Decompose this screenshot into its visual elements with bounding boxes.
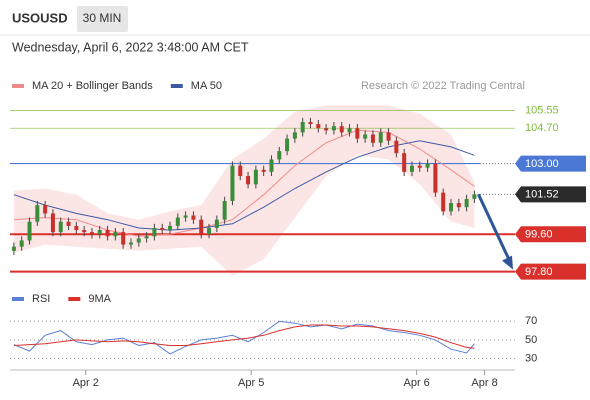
legend-label: 9MA bbox=[88, 293, 111, 305]
candle-body bbox=[433, 163, 438, 193]
candle-body bbox=[199, 219, 204, 235]
candle-body bbox=[19, 240, 24, 247]
candle-body bbox=[292, 132, 297, 139]
candle-body bbox=[253, 169, 258, 185]
candle-body bbox=[222, 200, 227, 220]
legend-label: MA 20 + Bollinger Bands bbox=[32, 80, 153, 92]
level-label: 101.52 bbox=[525, 189, 559, 201]
candle-body bbox=[285, 138, 290, 152]
candle-body bbox=[89, 232, 94, 235]
candle-body bbox=[456, 203, 461, 208]
rsi-line bbox=[13, 324, 475, 349]
y-tick-label: 50 bbox=[525, 334, 537, 346]
candle-body bbox=[35, 205, 40, 222]
candle-body bbox=[183, 215, 188, 218]
candle-body bbox=[136, 238, 141, 243]
candle-body bbox=[425, 163, 430, 168]
y-tick-label: 30 bbox=[525, 352, 537, 364]
candle-body bbox=[113, 232, 118, 237]
candle-body bbox=[448, 203, 453, 212]
candle-body bbox=[168, 225, 173, 231]
candle-body bbox=[300, 122, 305, 133]
source: Research © 2022 Trading Central bbox=[361, 80, 525, 92]
candle-body bbox=[378, 132, 383, 143]
candle-body bbox=[191, 215, 196, 220]
level-label: 103.00 bbox=[525, 158, 559, 170]
ma-line bbox=[13, 140, 475, 231]
candle-body bbox=[261, 169, 266, 172]
legend-label: MA 50 bbox=[191, 80, 222, 92]
bollinger-band bbox=[13, 105, 475, 276]
x-tick-label: Apr 2 bbox=[73, 377, 99, 389]
candle-body bbox=[409, 165, 414, 172]
rsi-line bbox=[13, 320, 475, 355]
timeframe-button[interactable] bbox=[77, 6, 128, 32]
candle-body bbox=[238, 165, 243, 177]
level-box bbox=[515, 263, 586, 280]
x-tick-label: Apr 5 bbox=[238, 377, 264, 389]
candle-body bbox=[464, 198, 469, 208]
x-tick-label: Apr 6 bbox=[404, 377, 430, 389]
candle-body bbox=[441, 192, 446, 212]
candle-body bbox=[324, 128, 329, 131]
legend-swatch bbox=[170, 84, 183, 88]
candle-body bbox=[308, 122, 313, 125]
candle-body bbox=[128, 242, 133, 245]
candle-body bbox=[144, 236, 149, 239]
candle-body bbox=[27, 221, 32, 241]
y-tick-label: 70 bbox=[525, 315, 537, 327]
candle-body bbox=[394, 140, 399, 154]
candle-body bbox=[355, 128, 360, 139]
candle-body bbox=[246, 176, 251, 185]
x-tick-label: Apr 8 bbox=[471, 377, 497, 389]
candle-body bbox=[331, 126, 336, 131]
symbol: USOUSD bbox=[12, 10, 68, 25]
ma-line bbox=[13, 129, 475, 237]
candle-body bbox=[82, 230, 87, 233]
level-box bbox=[515, 186, 586, 203]
candle-body bbox=[152, 227, 157, 237]
date: Wednesday, April 6, 2022 3:48:00 AM CET bbox=[12, 40, 249, 54]
candle-body bbox=[66, 221, 71, 226]
candle-body bbox=[363, 134, 368, 139]
forecast-arrowhead bbox=[502, 255, 513, 270]
candle-body bbox=[230, 165, 235, 201]
candle-body bbox=[160, 227, 165, 231]
candle-body bbox=[50, 213, 55, 233]
candle-body bbox=[74, 225, 79, 231]
candle-body bbox=[339, 126, 344, 133]
candle-body bbox=[214, 219, 219, 228]
candle-body bbox=[402, 153, 407, 172]
level-label: 99.60 bbox=[525, 229, 553, 241]
candle-body bbox=[121, 232, 126, 245]
candle-body bbox=[43, 205, 48, 214]
candle-body bbox=[269, 159, 274, 172]
forecast-arrow bbox=[477, 193, 512, 263]
candle-body bbox=[207, 227, 212, 235]
candle-body bbox=[58, 221, 63, 233]
legend-swatch bbox=[12, 84, 24, 88]
candle-body bbox=[386, 132, 391, 141]
level-box bbox=[515, 155, 586, 172]
legend-label: RSI bbox=[32, 293, 50, 305]
candle-body bbox=[417, 165, 422, 168]
candle-body bbox=[105, 230, 110, 237]
candle-body bbox=[472, 194, 477, 199]
candle-body bbox=[316, 124, 321, 129]
level-box bbox=[515, 226, 586, 243]
candle-body bbox=[11, 246, 16, 251]
level-label: 105.55 bbox=[525, 104, 559, 116]
legend-swatch bbox=[12, 297, 24, 301]
timeframe[interactable]: 30 MIN bbox=[83, 11, 122, 25]
level-label: 97.80 bbox=[525, 266, 553, 278]
candle-body bbox=[277, 151, 282, 160]
candle-body bbox=[347, 128, 352, 133]
legend-swatch bbox=[68, 297, 81, 301]
candle-body bbox=[97, 230, 102, 235]
candle-body bbox=[370, 134, 375, 143]
level-label: 104.70 bbox=[525, 122, 559, 134]
candle-body bbox=[175, 217, 180, 226]
